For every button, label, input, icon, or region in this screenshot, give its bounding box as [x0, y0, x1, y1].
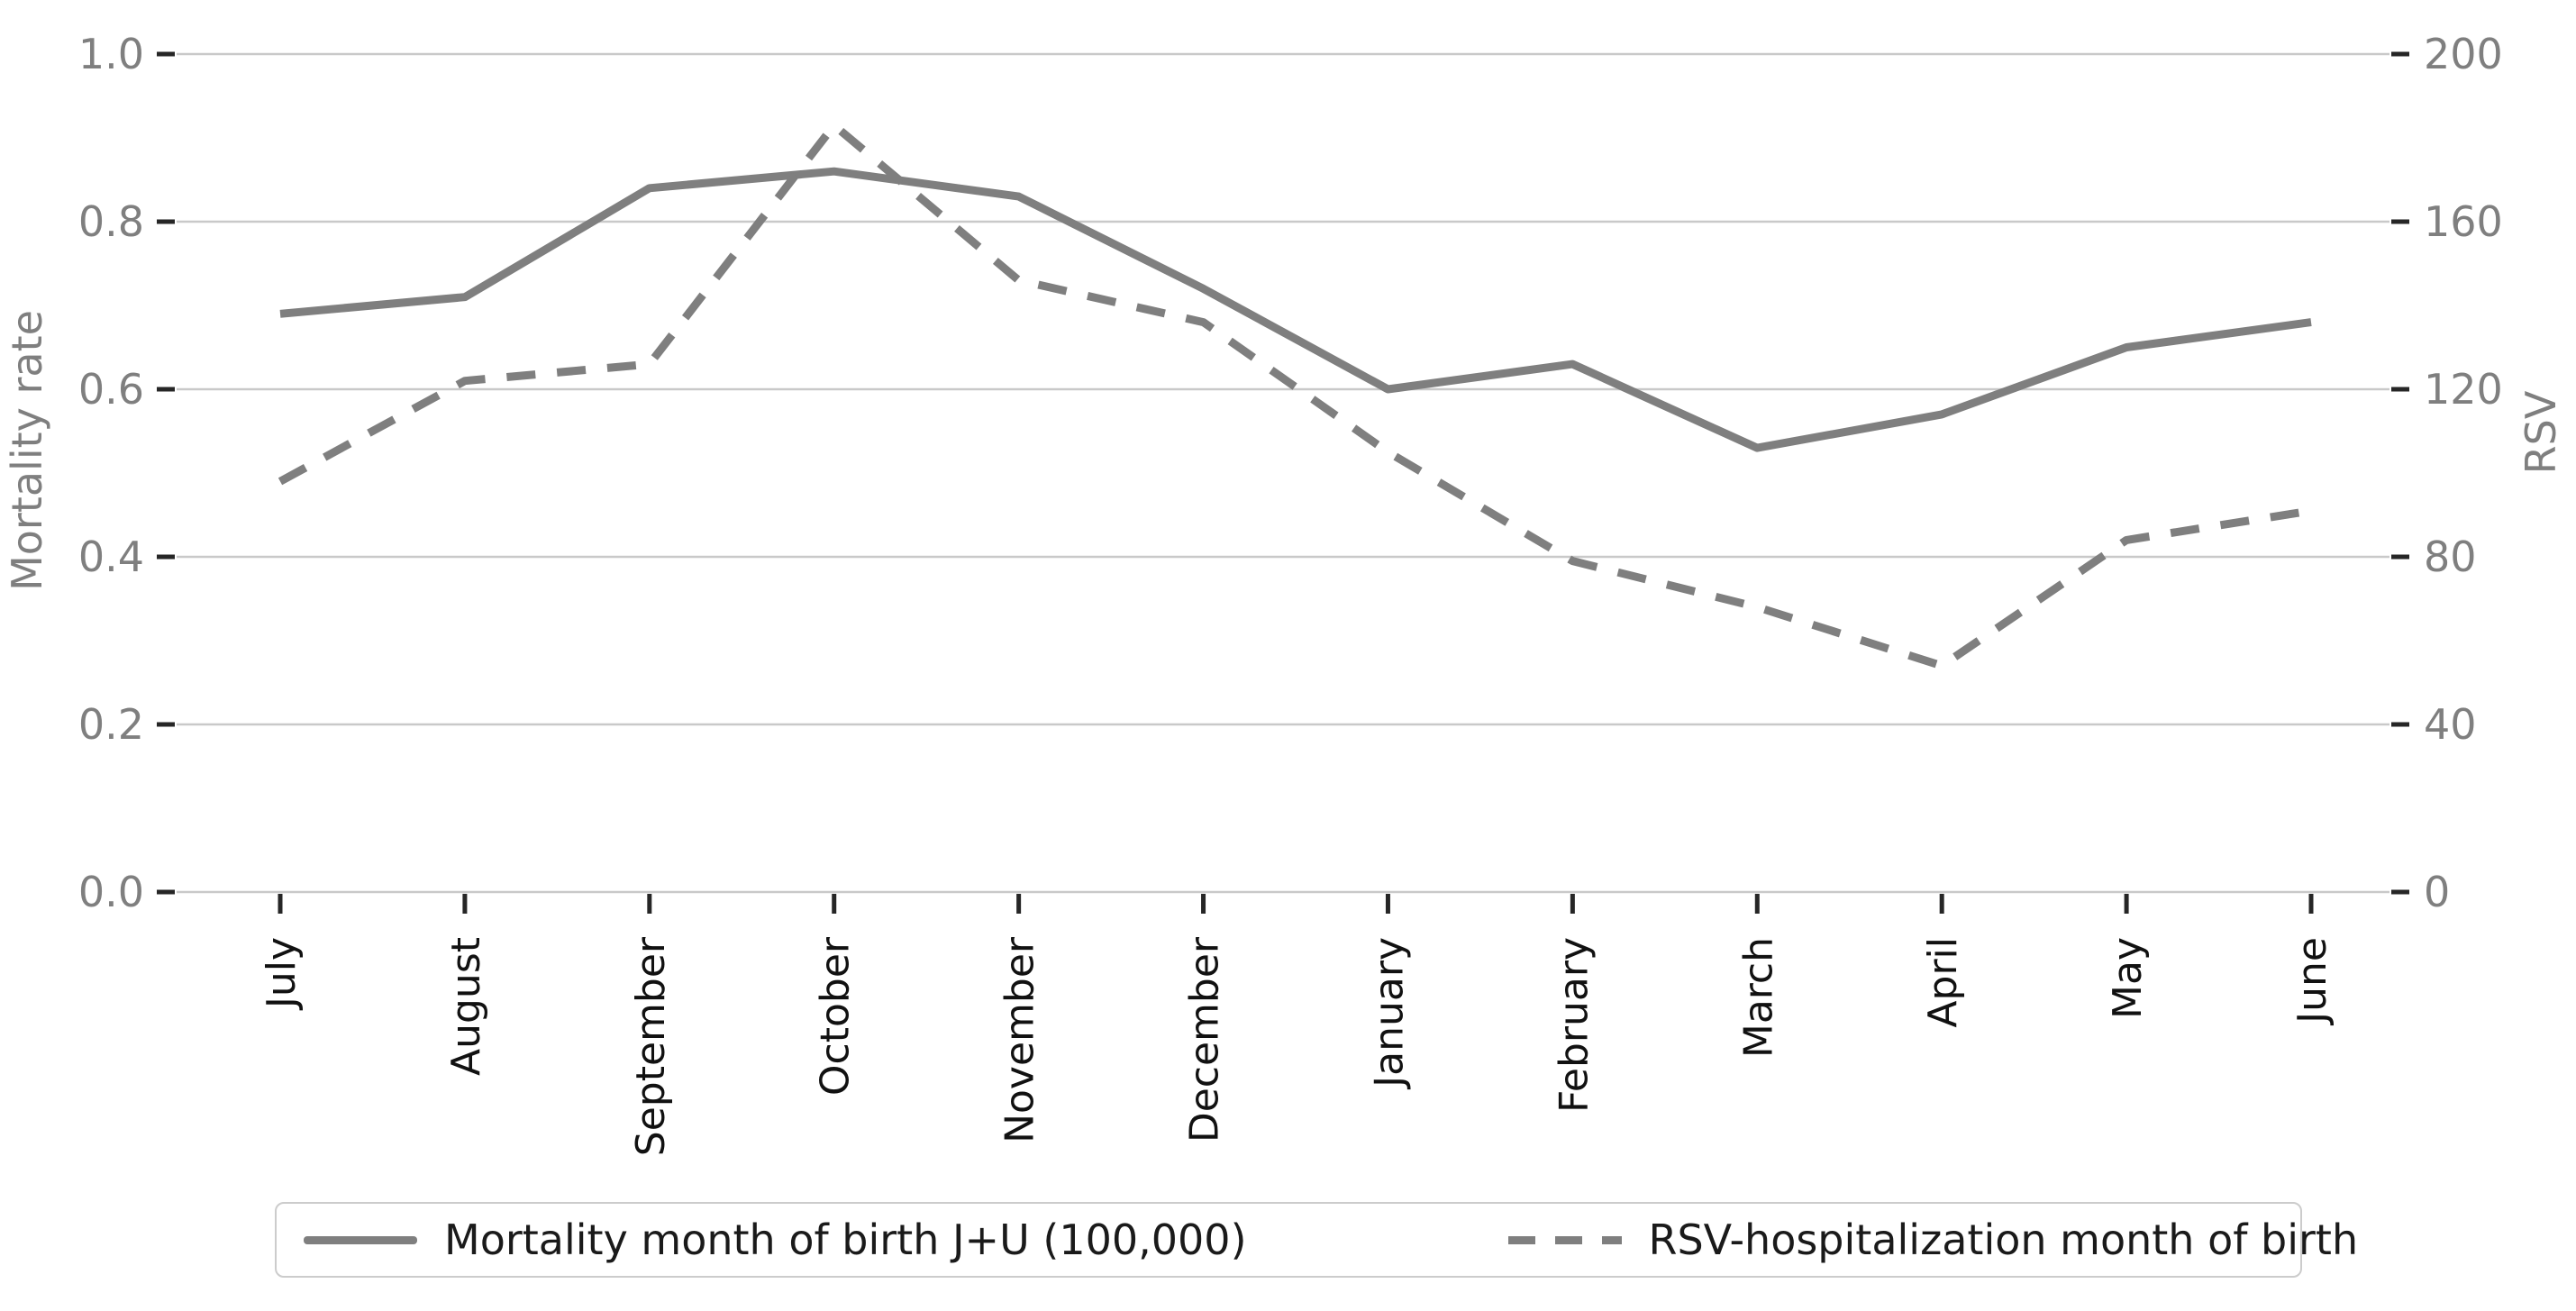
right-tick-label: 80 — [2424, 533, 2477, 581]
x-tick-label: July — [259, 937, 305, 1011]
right-tick-label: 160 — [2424, 197, 2503, 246]
left-tick-label: 0.8 — [78, 197, 144, 246]
left-tick-label: 0.2 — [78, 700, 144, 749]
x-tick-label: November — [997, 936, 1043, 1143]
x-tick-label: June — [2289, 937, 2335, 1026]
x-tick-label: September — [628, 936, 674, 1156]
legend-swatch-solid-line-icon — [304, 1235, 417, 1244]
legend-item-rsv: RSV-hospitalization month of birth — [1507, 1215, 2359, 1264]
legend-swatch-dashed-line-icon — [1507, 1235, 1622, 1244]
legend-item-mortality: Mortality month of birth J+U (100,000) — [304, 1219, 1247, 1261]
x-tick-label: May — [2105, 937, 2151, 1019]
legend-label-mortality: Mortality month of birth J+U (100,000) — [444, 1215, 1247, 1264]
left-tick-label: 0.4 — [78, 533, 144, 581]
x-tick-label: February — [1551, 937, 1597, 1113]
x-tick-label: December — [1182, 936, 1228, 1143]
x-tick-label: April — [1920, 937, 1966, 1028]
right-tick-label: 40 — [2424, 700, 2477, 749]
x-tick-label: August — [443, 937, 489, 1076]
series-line-rsv — [278, 121, 2312, 670]
legend-label-rsv: RSV-hospitalization month of birth — [1648, 1215, 2359, 1264]
series-line-mortality — [279, 167, 2312, 452]
right-tick-label: 120 — [2424, 365, 2503, 414]
left-tick-label: 0.6 — [78, 365, 144, 414]
legend: Mortality month of birth J+U (100,000) R… — [275, 1202, 2358, 1278]
right-tick-label: 0 — [2424, 868, 2450, 916]
x-tick-label: January — [1366, 937, 1412, 1090]
left-tick-label: 0.0 — [78, 868, 144, 916]
left-axis-title: Mortality rate — [3, 310, 51, 591]
right-tick-label: 200 — [2424, 30, 2503, 78]
left-tick-label: 1.0 — [78, 30, 144, 78]
x-tick-label: October — [813, 936, 859, 1096]
right-axis-title: RSV — [2517, 390, 2565, 474]
x-tick-label: March — [1735, 937, 1781, 1058]
